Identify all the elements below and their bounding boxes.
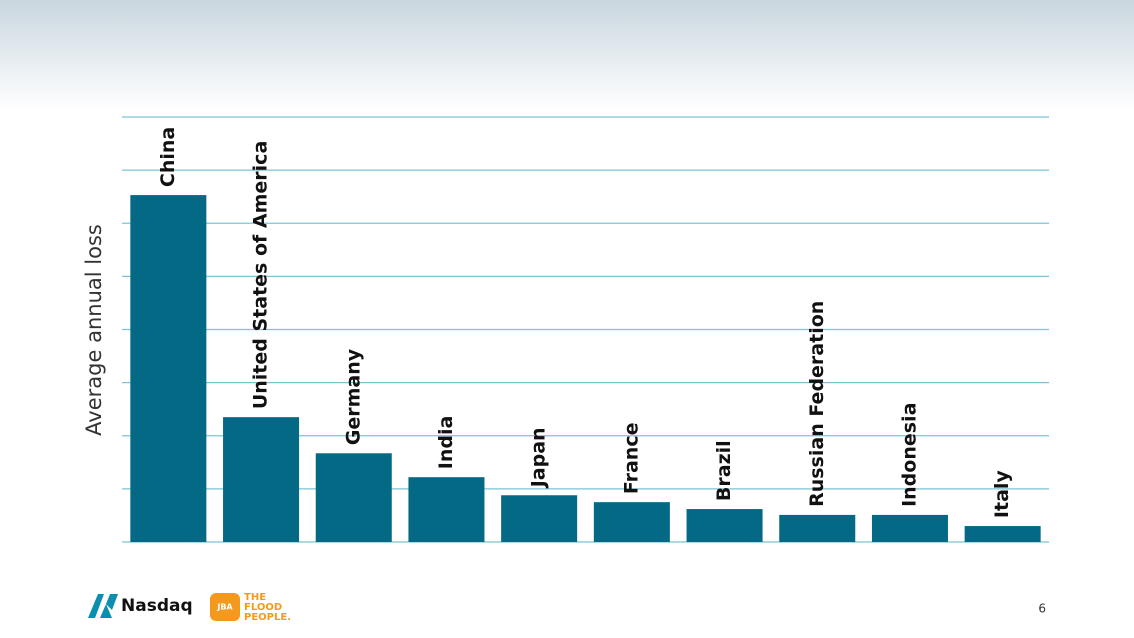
bar (593, 502, 670, 542)
category-label: China (157, 127, 179, 187)
nasdaq-logo: Nasdaq (88, 594, 193, 618)
brand: Nasdaq (121, 596, 193, 616)
partner-line: PEOPLE. (244, 612, 291, 623)
bar (315, 453, 392, 542)
bar (130, 195, 207, 542)
category-label: France (620, 423, 642, 495)
bar (223, 417, 300, 542)
bar (871, 514, 948, 542)
page-number: 6 (1038, 602, 1046, 616)
bar (686, 509, 763, 542)
bar (501, 495, 578, 542)
bar (964, 526, 1041, 542)
bar (779, 514, 856, 542)
category-label: Russian Federation (806, 301, 828, 507)
partner-line: THE (244, 592, 266, 603)
category-label: Germany (342, 348, 364, 445)
partner-badge: JBA (216, 603, 233, 612)
category-label: Indonesia (898, 403, 920, 507)
bar (408, 477, 485, 542)
category-label: India (435, 416, 457, 470)
y-axis-label: Average annual loss (82, 224, 106, 436)
header-background (0, 0, 1134, 110)
partner-line: FLOOD (244, 602, 282, 613)
category-label: Italy (991, 470, 1013, 518)
category-label: United States of America (250, 141, 272, 409)
partner-logo: JBA THE FLOOD PEOPLE. (210, 592, 291, 623)
category-label: Brazil (713, 440, 735, 501)
category-label: Japan (528, 427, 550, 489)
